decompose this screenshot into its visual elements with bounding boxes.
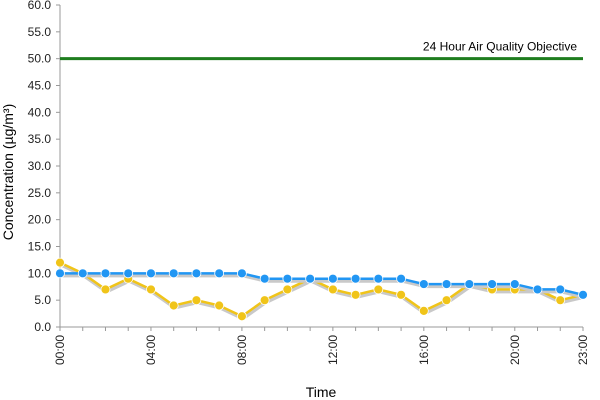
y-axis-title: Concentration (µg/m³) <box>0 104 16 240</box>
data-point <box>327 284 338 295</box>
series-layer <box>55 257 588 322</box>
y-tick-label: 45.0 <box>28 79 52 93</box>
x-axis-title: Time <box>306 384 337 400</box>
data-point <box>578 289 588 300</box>
data-point <box>282 284 293 295</box>
data-point <box>55 268 65 279</box>
y-tick-label: 15.0 <box>28 240 52 254</box>
y-tick-label: 20.0 <box>28 213 52 227</box>
data-point <box>350 273 361 284</box>
data-point <box>350 289 361 300</box>
data-point <box>168 268 179 279</box>
data-point <box>123 268 134 279</box>
x-tick-label: 20:00 <box>508 335 522 365</box>
data-point <box>509 279 520 289</box>
data-point <box>282 273 293 284</box>
data-point <box>55 257 65 268</box>
y-tick-label: 30.0 <box>28 159 52 173</box>
data-point <box>259 273 270 284</box>
y-axis-ticks: 0.0 5.0 10.0 15.0 20.0 25.0 30.0 35.0 40.0 45.0 50… <box>28 0 60 334</box>
y-tick-label: 55.0 <box>28 25 52 39</box>
y-tick-label: 60.0 <box>28 0 52 12</box>
y-tick-label: 35.0 <box>28 132 52 146</box>
y-tick-label: 5.0 <box>34 293 51 307</box>
data-point <box>191 295 202 306</box>
data-point <box>555 295 566 306</box>
data-point <box>305 273 316 284</box>
data-point <box>214 300 225 311</box>
y-tick-label: 10.0 <box>28 266 52 280</box>
data-point <box>100 268 111 279</box>
x-tick-label: 23:00 <box>576 335 590 365</box>
series-line <box>59 261 584 318</box>
data-point <box>555 284 566 295</box>
data-point <box>396 273 406 284</box>
x-tick-label: 16:00 <box>417 335 431 365</box>
x-tick-label: 04:00 <box>144 335 158 365</box>
data-point <box>373 284 384 295</box>
data-point <box>146 284 156 295</box>
y-tick-label: 0.0 <box>34 320 51 334</box>
data-point <box>441 295 452 306</box>
data-point <box>418 305 429 316</box>
x-tick-label: 08:00 <box>235 335 249 365</box>
data-point <box>418 279 429 289</box>
data-point <box>214 268 225 279</box>
data-point <box>532 284 543 295</box>
objective-label: 24 Hour Air Quality Objective <box>423 40 577 54</box>
data-point <box>441 279 452 289</box>
x-tick-label: 12:00 <box>326 335 340 365</box>
data-point <box>77 268 88 279</box>
data-point <box>464 279 475 289</box>
data-point <box>168 300 179 311</box>
data-point <box>146 268 156 279</box>
y-tick-label: 40.0 <box>28 105 52 119</box>
y-tick-label: 25.0 <box>28 186 52 200</box>
data-point <box>327 273 338 284</box>
data-point <box>100 284 111 295</box>
data-point <box>237 311 247 322</box>
x-axis-ticks: 00:00 04:00 08:00 12:00 16:00 20:00 23:00 <box>53 327 590 365</box>
data-point <box>396 289 406 300</box>
data-point <box>237 268 247 279</box>
data-point <box>373 273 384 284</box>
data-point <box>259 295 270 306</box>
data-point <box>191 268 202 279</box>
data-point <box>487 279 497 289</box>
x-tick-label: 00:00 <box>53 335 67 365</box>
y-tick-label: 50.0 <box>28 52 52 66</box>
